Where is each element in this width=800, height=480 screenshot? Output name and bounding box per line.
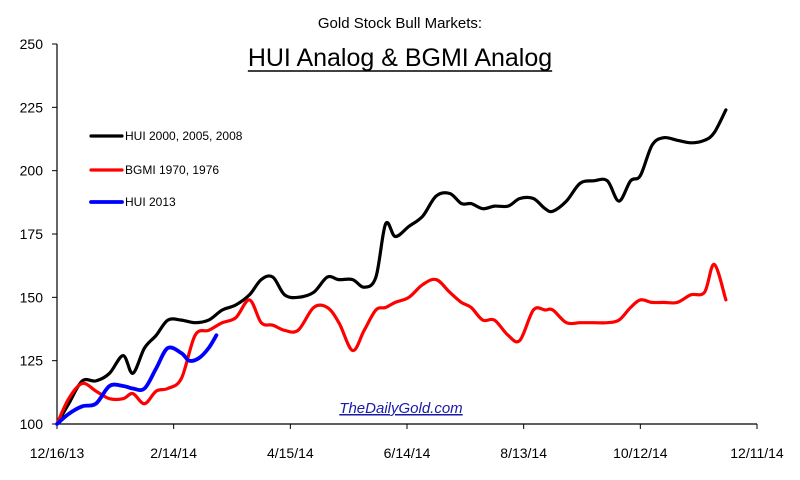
y-tick-label: 175 [20,226,44,242]
x-axis-ticks: 12/16/13 2/14/14 4/15/14 6/14/14 8/13/14 10/1… [30,424,784,461]
x-tick-label: 6/14/14 [384,445,431,461]
y-tick-label: 225 [20,99,44,115]
x-tick-label: 4/15/14 [267,445,314,461]
legend: HUI 2000, 2005, 2008 BGMI 1970, 1976 HUI 2… [89,129,243,209]
x-tick-label: 12/11/14 [730,445,784,461]
legend-label-3: HUI 2013 [125,195,176,209]
y-tick-label: 125 [20,353,44,369]
y-tick-label: 200 [20,163,44,179]
series-line-3 [55,333,219,426]
x-tick-label: 12/16/13 [30,445,85,461]
legend-label-1: HUI 2000, 2005, 2008 [125,129,243,143]
y-tick-label: 250 [20,36,44,52]
legend-label-2: BGMI 1970, 1976 [125,163,219,177]
series-layer [55,108,728,426]
watermark: TheDailyGold.com [339,400,462,417]
y-tick-label: 150 [20,289,44,305]
x-tick-label: 10/12/14 [613,445,668,461]
chart-subtitle: Gold Stock Bull Markets: [318,15,482,32]
y-axis-ticks: 100 125 150 175 200 225 250 [20,36,57,432]
x-tick-label: 8/13/14 [500,445,547,461]
x-tick-label: 2/14/14 [150,445,197,461]
chart-title: HUI Analog & BGMI Analog [248,44,552,72]
series-line-1 [55,108,728,426]
series-line-2 [55,262,728,426]
y-tick-label: 100 [20,416,44,432]
